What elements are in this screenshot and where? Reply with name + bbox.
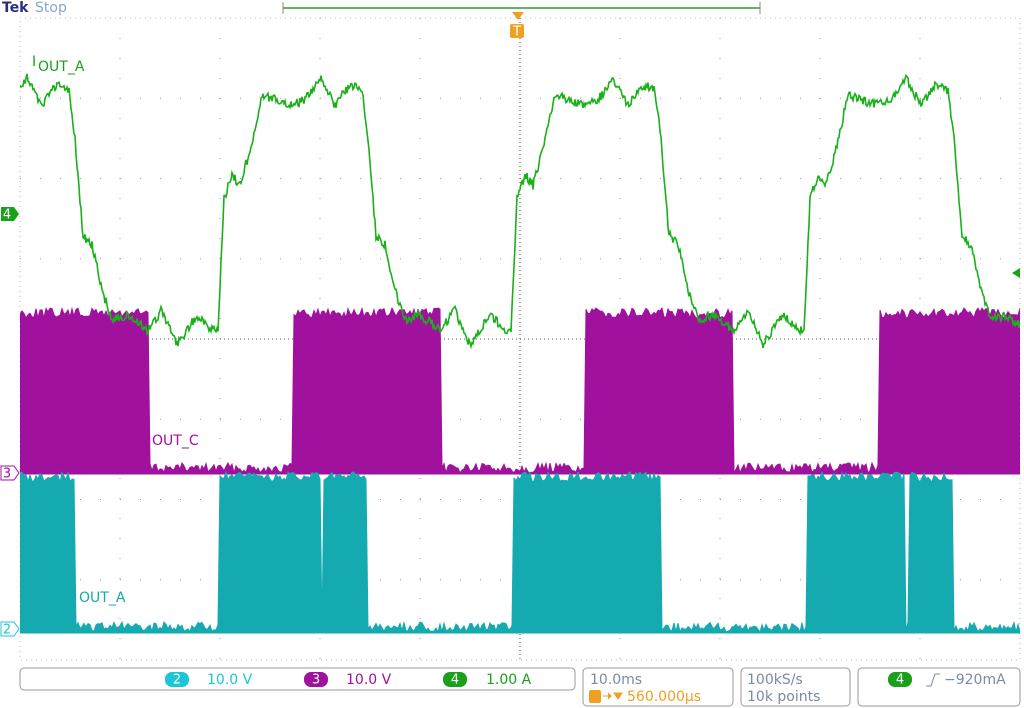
ch3-scale: 10.0 V [346, 672, 392, 688]
trace-label-sub: OUT_A [38, 59, 85, 75]
acquisition-status: Stop [35, 0, 67, 16]
ch3-badge-label: 3 [312, 673, 320, 688]
ch3-marker: 3 [0, 465, 20, 482]
trigger-source-badge [888, 672, 912, 687]
ch4-scale: 1.00 A [486, 672, 532, 688]
trigger-marker-label: T [512, 25, 521, 40]
trace-label: OUT_C [152, 433, 199, 449]
timebase-box [582, 667, 734, 707]
trigger-position-bar [282, 2, 761, 20]
trigger-level: −920mA [944, 672, 1006, 688]
ch2-badge [165, 672, 189, 687]
trigger-source: 4 [896, 673, 904, 688]
timebase: 10.0ms [590, 672, 642, 688]
ch4-badge [443, 672, 467, 687]
ch4-marker: 4 [1, 207, 19, 223]
trigger-slope-icon [926, 673, 940, 687]
acquisition-box [740, 667, 851, 707]
ch3-marker-label: 3 [3, 467, 11, 482]
ch3-waveform [20, 306, 1020, 475]
ch4-marker-label: 4 [3, 208, 11, 223]
ch2-scale: 10.0 V [207, 672, 253, 688]
ch2-marker-label: 2 [3, 623, 11, 638]
brand: Tek [2, 0, 29, 16]
trace-label: OUT_A [79, 590, 126, 606]
trace-label: I [32, 54, 36, 70]
record-length: 10k points [747, 689, 820, 705]
trigger-level-marker [1012, 268, 1020, 278]
trigger-delay-icon [589, 690, 601, 703]
trigger-delay-arrow [603, 692, 623, 700]
ch3-badge [304, 672, 328, 687]
sample-rate: 100kS/s [747, 672, 803, 688]
ch2-marker: 2 [0, 621, 20, 638]
trigger-delay: 560.000µs [627, 689, 701, 705]
channel-scale-box [19, 667, 576, 691]
ch2-waveform [20, 470, 1020, 634]
ch4-badge-label: 4 [451, 673, 459, 688]
ch4-waveform [20, 73, 1020, 350]
ch2-badge-label: 2 [173, 673, 181, 688]
trigger-marker [510, 24, 524, 38]
waveforms [20, 73, 1020, 634]
